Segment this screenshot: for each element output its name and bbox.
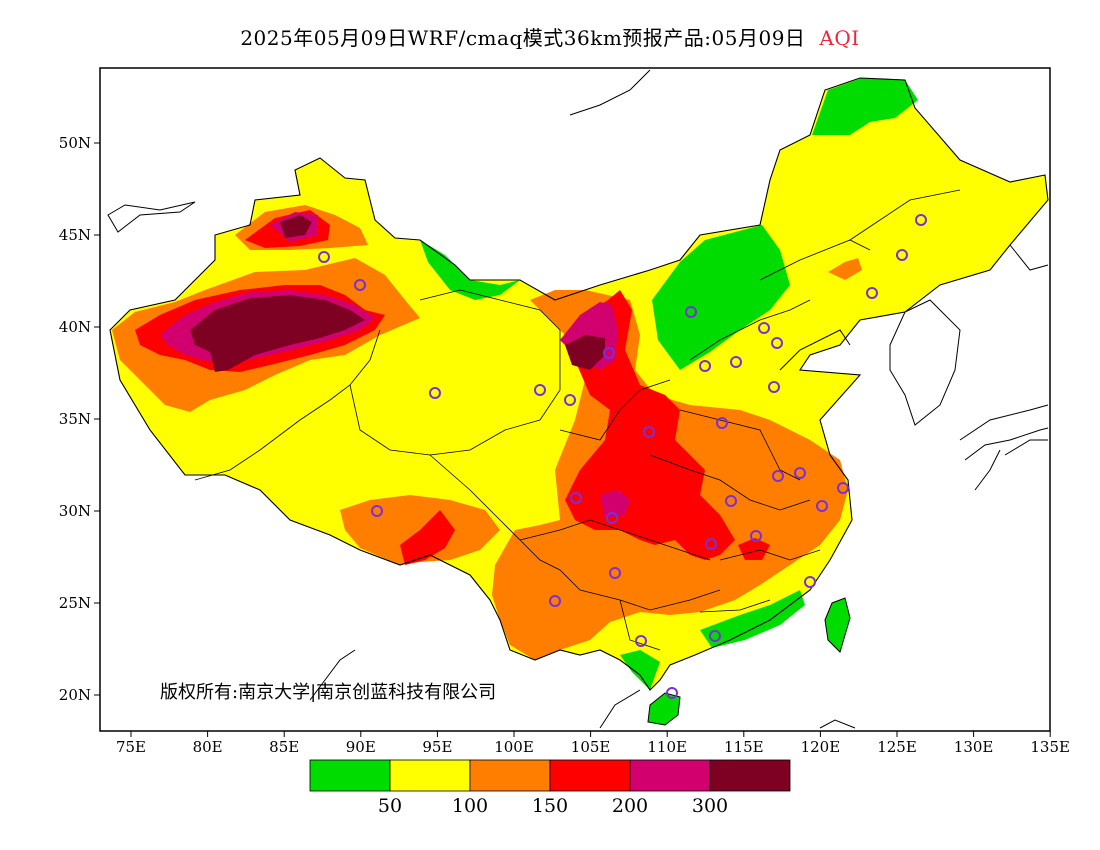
x-tick-label: 130E <box>954 738 994 756</box>
site-marker <box>804 576 816 588</box>
site-marker <box>794 467 806 479</box>
site-marker <box>603 347 615 359</box>
y-axis-ticks: 20N 25N 30N 35N 40N 45N 50N <box>59 134 100 704</box>
site-marker <box>635 635 647 647</box>
legend-swatch <box>549 759 631 792</box>
site-marker <box>705 538 717 550</box>
y-tick-label: 20N <box>59 686 91 704</box>
site-marker <box>564 394 576 406</box>
x-tick-label: 105E <box>571 738 611 756</box>
variable-label: AQI <box>819 26 860 50</box>
site-marker <box>837 482 849 494</box>
y-tick-label: 45N <box>59 226 91 244</box>
region-maroon-north <box>565 335 605 370</box>
site-marker <box>816 500 828 512</box>
region-green-coast <box>620 650 660 690</box>
y-tick-label: 25N <box>59 594 91 612</box>
map-title: 2025年05月09日WRF/cmaq模式36km预报产品:05月09日 AQI <box>0 22 1100 51</box>
region-green-north <box>652 225 790 370</box>
y-tick-label: 50N <box>59 134 91 152</box>
site-marker <box>685 306 697 318</box>
legend-label: 300 <box>692 795 728 817</box>
site-marker <box>772 470 784 482</box>
site-marker <box>866 287 878 299</box>
site-marker <box>606 512 618 524</box>
site-marker <box>570 492 582 504</box>
site-markers <box>318 214 927 699</box>
legend-label: 200 <box>612 795 648 817</box>
y-tick-label: 35N <box>59 410 91 428</box>
site-marker <box>750 530 762 542</box>
site-marker <box>716 417 728 429</box>
legend-label: 50 <box>378 795 402 817</box>
neighbor-coastlines <box>107 69 1049 729</box>
copyright-text: 版权所有:南京大学|南京创蓝科技有限公司 <box>160 682 497 703</box>
province-borders <box>194 189 961 651</box>
x-tick-label: 135E <box>1030 738 1070 756</box>
legend-swatch <box>309 759 391 792</box>
region-green-northwest <box>420 240 520 300</box>
site-marker <box>609 567 621 579</box>
site-marker <box>643 426 655 438</box>
legend-label: 100 <box>452 795 488 817</box>
x-tick-label: 90E <box>346 738 376 756</box>
map-frame <box>99 67 1051 732</box>
legend-swatch <box>709 759 791 792</box>
taiwan-outline <box>824 597 851 653</box>
x-tick-label: 95E <box>422 738 452 756</box>
x-tick-label: 85E <box>269 738 299 756</box>
x-tick-label: 80E <box>193 738 223 756</box>
x-tick-label: 120E <box>801 738 841 756</box>
x-tick-label: 115E <box>724 738 764 756</box>
site-marker <box>429 387 441 399</box>
site-marker <box>371 505 383 517</box>
region-orange-northeast-1 <box>828 258 862 280</box>
color-legend: 50 100 150 200 300 <box>309 759 791 817</box>
legend-swatch <box>469 759 551 792</box>
region-red-south <box>738 538 770 560</box>
legend-swatch <box>629 759 711 792</box>
region-magenta-central <box>600 490 630 518</box>
site-marker <box>915 214 927 226</box>
y-tick-label: 40N <box>59 318 91 336</box>
site-marker <box>771 337 783 349</box>
region-maroon-north-xinjiang <box>280 215 312 238</box>
region-green-south <box>700 590 805 648</box>
site-marker <box>699 360 711 372</box>
region-red-tibet <box>400 510 455 565</box>
x-tick-label: 75E <box>116 738 146 756</box>
region-hainan <box>648 693 680 725</box>
region-taiwan <box>825 598 850 652</box>
y-tick-label: 30N <box>59 502 91 520</box>
region-maroon-xinjiang <box>190 295 365 372</box>
site-marker <box>709 630 721 642</box>
site-marker <box>666 687 678 699</box>
region-green-northeast <box>812 78 918 135</box>
site-marker <box>318 251 330 263</box>
site-marker <box>534 384 546 396</box>
site-marker <box>758 322 770 334</box>
map-title-text: 2025年05月09日WRF/cmaq模式36km预报产品:05月09日 <box>240 26 806 50</box>
x-tick-label: 100E <box>494 738 534 756</box>
site-marker <box>768 381 780 393</box>
legend-label: 150 <box>532 795 568 817</box>
site-marker <box>549 595 561 607</box>
legend-swatch <box>389 759 471 792</box>
site-marker <box>354 279 366 291</box>
x-axis-ticks: 75E 80E 85E 90E 95E 100E 105E 110E 115E 120E 125E 1… <box>116 731 1070 756</box>
site-marker <box>730 356 742 368</box>
site-marker <box>725 495 737 507</box>
site-marker <box>896 249 908 261</box>
hainan-outline <box>647 692 681 726</box>
map-content <box>107 69 1049 729</box>
x-tick-label: 125E <box>877 738 917 756</box>
x-tick-label: 110E <box>647 738 687 756</box>
